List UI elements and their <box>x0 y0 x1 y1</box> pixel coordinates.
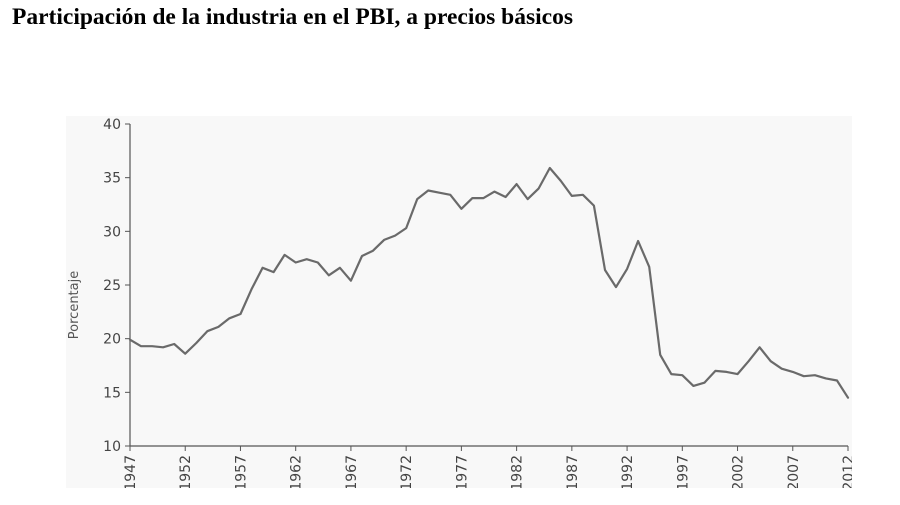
y-tick-label: 25 <box>103 278 121 294</box>
x-tick-label: 2007 <box>786 455 802 488</box>
y-tick-label: 40 <box>103 117 121 133</box>
y-tick-label: 30 <box>103 224 121 240</box>
line-chart: 10 15 20 25 30 35 40 1947 1952 1957 1962 1967 1972 19… <box>67 117 852 488</box>
chart-area: 10 15 20 25 30 35 40 1947 1952 1957 1962 1967 1972 19… <box>66 116 852 488</box>
y-tick-label: 15 <box>103 385 121 401</box>
y-tick-label: 10 <box>103 439 121 455</box>
x-tick-label: 1987 <box>565 455 581 488</box>
page-title: Participación de la industria en el PBI,… <box>12 4 573 30</box>
x-tick-label: 1982 <box>510 455 526 488</box>
x-tick-label: 1992 <box>620 455 636 488</box>
y-axis-title: Porcentaje <box>67 271 82 339</box>
x-tick-label: 2012 <box>841 455 852 488</box>
y-tick-label: 35 <box>103 171 121 187</box>
x-tick-label: 1957 <box>233 455 249 488</box>
x-tick-label: 2002 <box>731 455 747 488</box>
series-line <box>128 166 850 399</box>
x-tick-label: 1947 <box>123 455 139 488</box>
y-tick-label: 20 <box>103 332 121 348</box>
x-tick-label: 1977 <box>454 455 470 488</box>
x-tick-label: 1962 <box>289 455 305 488</box>
x-tick-label: 1972 <box>399 455 415 488</box>
x-tick-label: 1967 <box>344 455 360 488</box>
x-tick-label: 1952 <box>178 455 194 488</box>
x-tick-label: 1997 <box>675 455 691 488</box>
